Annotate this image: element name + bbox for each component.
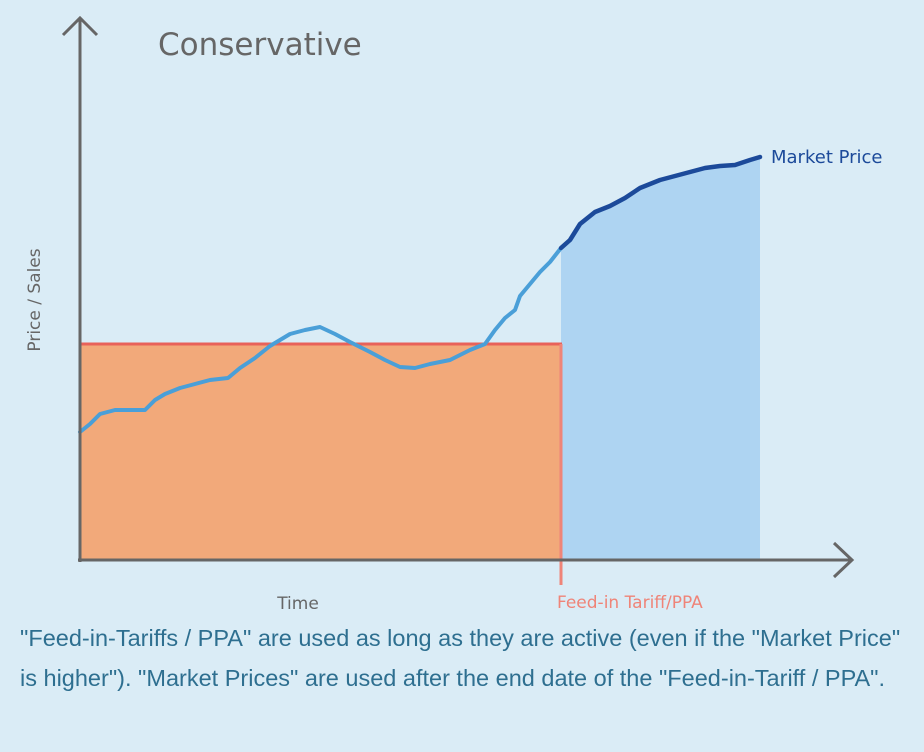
feed-in-tariff-label: Feed-in Tariff/PPA (557, 593, 703, 613)
y-axis-label: Price / Sales (25, 248, 45, 351)
x-axis-label: Time (276, 594, 319, 614)
market-price-curve-early (78, 246, 563, 434)
market-price-area (561, 157, 760, 560)
feed-in-tariff-area (80, 344, 561, 560)
caption: "Feed-in-Tariffs / PPA" are used as long… (20, 625, 901, 691)
y-axis (61, 15, 99, 562)
market-price-curve-late (558, 154, 763, 251)
x-axis (78, 541, 855, 579)
chart-title: Conservative (158, 27, 362, 63)
market-price-label: Market Price (771, 147, 883, 168)
